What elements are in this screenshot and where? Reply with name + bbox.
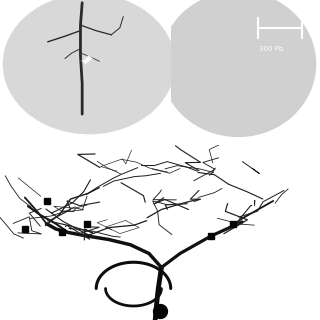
Text: A: A bbox=[7, 125, 15, 135]
Text: B: B bbox=[302, 125, 310, 135]
Circle shape bbox=[161, 0, 316, 136]
Text: 300 Pb: 300 Pb bbox=[259, 46, 283, 52]
Circle shape bbox=[4, 0, 175, 134]
